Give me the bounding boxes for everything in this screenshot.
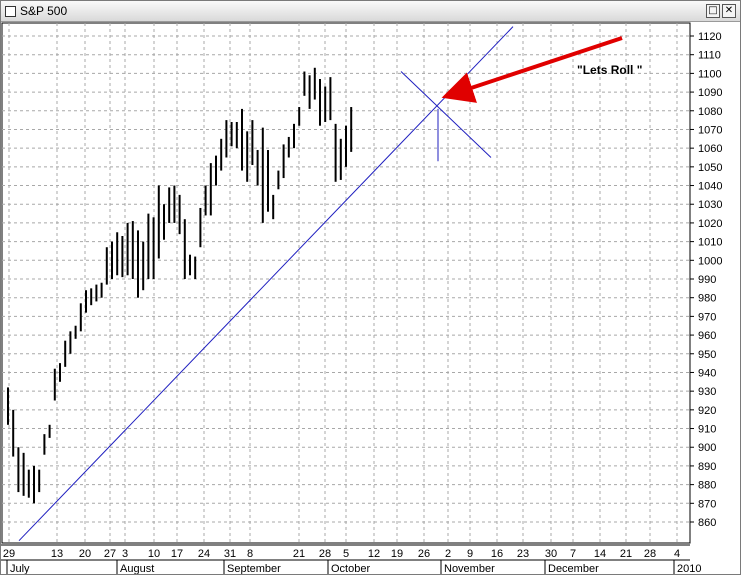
y-tick-label: 930 (698, 386, 716, 398)
y-tick-label: 1120 (698, 31, 722, 43)
month-label: September (227, 563, 281, 574)
y-tick-label: 970 (698, 311, 716, 323)
month-label: December (548, 563, 599, 574)
x-tick-label: 5 (343, 548, 349, 560)
x-tick-label: 14 (594, 548, 606, 560)
x-tick-label: 24 (198, 548, 210, 560)
y-tick-label: 960 (698, 330, 716, 342)
downtrend-line (400, 71, 492, 158)
x-tick-label: 27 (104, 548, 116, 560)
y-tick-label: 1110 (698, 50, 721, 62)
x-tick-label: 26 (418, 548, 430, 560)
x-tick-label: 16 (491, 548, 503, 560)
window-icon (5, 6, 16, 17)
x-tick-label: 13 (51, 548, 63, 560)
y-tick-label: 1030 (698, 199, 722, 211)
y-tick-label: 920 (698, 405, 716, 417)
month-label: July (10, 563, 30, 574)
x-tick-label: 10 (148, 548, 160, 560)
x-tick-label: 9 (467, 548, 473, 560)
y-tick-label: 890 (698, 461, 716, 473)
x-tick-label: 28 (644, 548, 656, 560)
y-tick-label: 1090 (698, 87, 722, 99)
x-tick-label: 30 (545, 548, 557, 560)
y-tick-label: 1100 (698, 68, 722, 80)
y-tick-label: 1050 (698, 162, 722, 174)
title-bar: S&P 500 □ ✕ (1, 1, 740, 22)
month-label: August (120, 563, 154, 574)
y-tick-label: 990 (698, 274, 716, 286)
x-tick-label: 2 (445, 548, 451, 560)
close-button[interactable]: ✕ (722, 4, 736, 18)
x-tick-label: 23 (517, 548, 529, 560)
y-tick-label: 980 (698, 293, 716, 305)
month-label: 2010 (677, 563, 701, 574)
uptrend-line (18, 26, 514, 542)
y-tick-label: 1070 (698, 124, 722, 136)
y-tick-label: 950 (698, 349, 716, 361)
y-tick-label: 1080 (698, 106, 722, 118)
x-tick-label: 4 (674, 548, 680, 560)
x-tick-label: 3 (122, 548, 128, 560)
annotation-text: "Lets Roll " (577, 63, 642, 77)
x-tick-label: 29 (3, 548, 15, 560)
trend-lines (18, 26, 514, 542)
x-tick-label: 20 (79, 548, 91, 560)
y-tick-label: 940 (698, 367, 716, 379)
y-tick-label: 860 (698, 517, 716, 529)
y-tick-label: 870 (698, 498, 716, 510)
stock-chart: 8608708808909009109209309409509609709809… (1, 22, 722, 574)
annotation-arrow (441, 36, 623, 103)
y-tick-label: 910 (698, 424, 716, 436)
y-tick-label: 1010 (698, 237, 722, 249)
x-tick-label: 17 (171, 548, 183, 560)
annotation-group: "Lets Roll " (441, 36, 642, 103)
y-tick-label: 900 (698, 442, 716, 454)
x-tick-label: 21 (293, 548, 305, 560)
y-tick-label: 1000 (698, 255, 722, 267)
window-title: S&P 500 (20, 4, 68, 18)
y-tick-label: 1040 (698, 181, 722, 193)
y-axis: 860 870 880 890 900 910 920 930 940 950 960 970 980 9… (690, 31, 722, 529)
chart-grid (1, 22, 691, 544)
restore-button[interactable]: □ (706, 4, 720, 18)
x-tick-label: 7 (570, 548, 576, 560)
y-tick-label: 1020 (698, 218, 722, 230)
x-tick-label: 19 (391, 548, 403, 560)
x-tick-label: 21 (620, 548, 632, 560)
y-tick-label: 1060 (698, 143, 722, 155)
x-axis: 29 13 20 27 3 10 17 24 31 8 21 28 5 12 19 26 2 9 16 23 30 7 14… (1, 544, 701, 574)
ohlc-bars (7, 67, 353, 504)
y-tick-label: 880 (698, 480, 716, 492)
x-tick-label: 8 (247, 548, 253, 560)
month-label: November (444, 563, 495, 574)
x-tick-label: 31 (224, 548, 236, 560)
x-tick-label: 28 (319, 548, 331, 560)
x-tick-label: 12 (368, 548, 380, 560)
month-label: October (331, 563, 370, 574)
